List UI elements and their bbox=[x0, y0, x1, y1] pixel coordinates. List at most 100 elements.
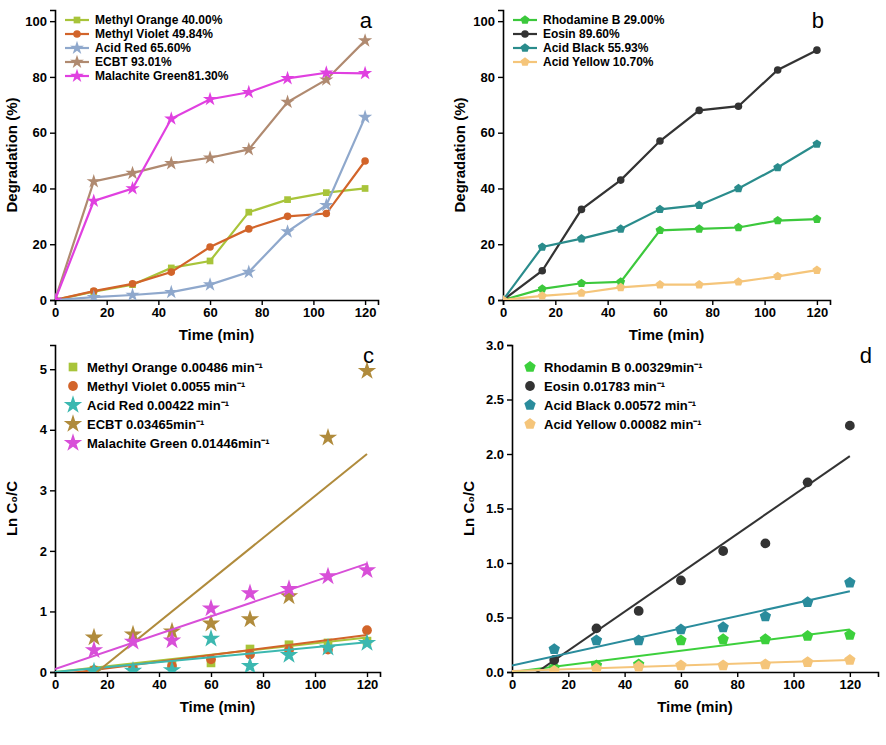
y-axis-title: Degradation (%) bbox=[451, 97, 468, 212]
data-point bbox=[358, 33, 372, 47]
tick-label: 3.0 bbox=[486, 338, 504, 353]
data-point bbox=[734, 184, 743, 192]
tick-label: 0.5 bbox=[486, 610, 504, 625]
y-tick: 60 bbox=[481, 125, 503, 140]
tick-label: 20 bbox=[100, 305, 114, 320]
data-point bbox=[241, 610, 259, 627]
y-tick: 40 bbox=[33, 181, 55, 196]
tick-label: 100 bbox=[25, 14, 47, 29]
series bbox=[512, 577, 856, 666]
legend-marker bbox=[64, 395, 82, 412]
legend-label: Acid Black 55.93% bbox=[543, 41, 649, 55]
data-point bbox=[717, 659, 728, 670]
data-point bbox=[578, 206, 586, 214]
tick-mark bbox=[507, 563, 512, 564]
legend-label: Rhodamin B 0.00329min⁻¹ bbox=[544, 360, 703, 375]
legend-marker bbox=[70, 69, 84, 82]
data-point bbox=[358, 633, 376, 650]
legend-marker bbox=[521, 30, 529, 38]
x-tick: 40 bbox=[152, 672, 166, 692]
tick-label: 3 bbox=[40, 483, 47, 498]
tick-label: 40 bbox=[152, 677, 166, 692]
data-point bbox=[85, 641, 103, 658]
data-point bbox=[717, 633, 728, 644]
fit-line bbox=[512, 660, 850, 671]
data-point bbox=[760, 633, 771, 644]
data-point bbox=[845, 421, 855, 431]
data-point bbox=[577, 234, 586, 242]
tick-label: 0.0 bbox=[486, 665, 504, 680]
legend-label: Eosin 89.60% bbox=[543, 27, 620, 41]
tick-label: 100 bbox=[303, 305, 325, 320]
tick-label: 40 bbox=[33, 181, 47, 196]
series bbox=[55, 185, 368, 300]
data-point bbox=[164, 111, 178, 125]
data-point bbox=[549, 665, 560, 672]
series-line bbox=[55, 73, 365, 300]
data-point bbox=[538, 242, 547, 250]
data-point bbox=[802, 630, 813, 641]
tick-label: 2.5 bbox=[486, 392, 504, 407]
tick-label: 20 bbox=[33, 237, 47, 252]
data-point bbox=[695, 224, 704, 232]
tick-label: 40 bbox=[152, 305, 166, 320]
data-point bbox=[503, 295, 507, 300]
y-tick: 100 bbox=[473, 14, 503, 29]
legend-marker bbox=[525, 381, 535, 391]
legend-label: Malachite Green81.30% bbox=[95, 69, 229, 83]
panel: 020406080100120020406080100Time (min)Deg… bbox=[3, 8, 379, 343]
x-tick: 80 bbox=[256, 672, 270, 692]
legend-item: Acid Red 0.00422 min⁻¹ bbox=[64, 395, 229, 412]
data-point bbox=[577, 279, 586, 287]
data-point bbox=[676, 576, 686, 586]
data-point bbox=[124, 661, 142, 672]
data-point bbox=[617, 176, 625, 184]
tick-mark bbox=[50, 244, 55, 245]
series-line bbox=[55, 117, 365, 300]
y-tick: 0.0 bbox=[486, 665, 512, 680]
fit-line bbox=[512, 591, 850, 665]
legend-item: Rhodamin B 0.00329min⁻¹ bbox=[524, 360, 702, 375]
tick-label: 60 bbox=[203, 305, 217, 320]
tick-mark bbox=[507, 508, 512, 509]
data-point bbox=[760, 658, 771, 669]
y-tick: 0 bbox=[488, 293, 503, 308]
y-tick: 20 bbox=[33, 237, 55, 252]
legend-marker bbox=[68, 381, 78, 391]
data-point bbox=[591, 663, 602, 672]
tick-mark bbox=[507, 345, 512, 346]
tick-label: 100 bbox=[754, 305, 776, 320]
legend-label: ECBT 0.03465min⁻¹ bbox=[87, 417, 204, 432]
x-tick: 120 bbox=[807, 300, 829, 320]
y-tick: 2 bbox=[40, 544, 55, 559]
tick-label: 80 bbox=[481, 70, 495, 85]
tick-mark bbox=[507, 672, 512, 673]
plot-area bbox=[55, 361, 376, 672]
series-line bbox=[55, 161, 365, 300]
tick-label: 0 bbox=[40, 293, 47, 308]
series bbox=[55, 110, 372, 300]
data-point bbox=[164, 285, 178, 299]
series bbox=[55, 629, 376, 672]
panel-label: c bbox=[363, 343, 374, 368]
tick-mark bbox=[50, 369, 55, 370]
x-tick: 60 bbox=[204, 672, 218, 692]
data-point bbox=[616, 283, 625, 291]
x-axis-title: Time (min) bbox=[657, 698, 733, 715]
legend-label: Acid Yellow 10.70% bbox=[543, 55, 654, 69]
legend-marker bbox=[521, 15, 530, 23]
legend-label: Methyl Violet 49.84% bbox=[95, 27, 213, 41]
panel-label: b bbox=[812, 8, 824, 33]
y-tick: 0 bbox=[40, 665, 55, 680]
data-point bbox=[734, 277, 743, 285]
x-axis: 020406080100120 bbox=[52, 300, 379, 320]
x-axis: 020406080100120 bbox=[52, 672, 381, 692]
data-point bbox=[202, 599, 220, 616]
x-tick: 100 bbox=[754, 300, 776, 320]
tick-label: 0 bbox=[509, 677, 516, 692]
tick-label: 60 bbox=[481, 125, 495, 140]
legend-marker bbox=[69, 363, 78, 372]
tick-label: 1.5 bbox=[486, 501, 504, 516]
legend-item: Acid Black 55.93% bbox=[513, 41, 649, 55]
data-point bbox=[358, 561, 376, 578]
